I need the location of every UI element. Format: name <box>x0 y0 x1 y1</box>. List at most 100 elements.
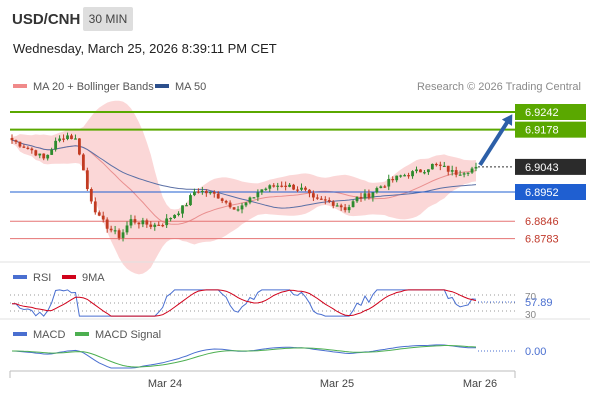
candle <box>46 154 50 161</box>
candle-body <box>347 207 351 211</box>
candle-body <box>407 175 410 177</box>
candle <box>228 200 232 209</box>
time-axis: Mar 24 Mar 25 Mar 26 <box>9 370 516 390</box>
candle <box>165 214 169 229</box>
level-box-0 <box>515 104 586 120</box>
candle <box>173 214 176 219</box>
candle <box>312 190 315 201</box>
candle-body <box>220 198 224 201</box>
candle <box>18 141 22 148</box>
candle-body <box>224 200 228 203</box>
ma50-legend-label: MA 50 <box>175 81 206 93</box>
candle-body <box>149 224 153 227</box>
candle-body <box>327 200 331 202</box>
candle-body <box>312 193 315 198</box>
credit-label: Research © 2026 Trading Central <box>417 81 581 93</box>
candle-body <box>474 166 478 169</box>
candle <box>347 204 351 213</box>
candle-body <box>66 135 69 140</box>
candle-body <box>458 174 462 176</box>
candle <box>363 189 367 201</box>
candle <box>236 206 240 212</box>
candle-body <box>379 186 383 189</box>
level-label-4: 6.8783 <box>525 234 559 246</box>
candle <box>193 188 196 197</box>
candle <box>224 199 228 205</box>
candle <box>359 192 363 202</box>
candle-body <box>78 138 81 155</box>
candle <box>331 200 335 209</box>
candle-body <box>38 153 42 156</box>
candle-body <box>105 219 109 229</box>
candle <box>161 223 165 228</box>
candle <box>200 186 204 195</box>
candle <box>93 197 97 215</box>
candle <box>308 189 311 198</box>
candle <box>411 170 414 179</box>
candle <box>58 135 61 143</box>
candle <box>109 225 113 233</box>
candle-body <box>430 163 434 170</box>
candle <box>113 225 117 235</box>
candle <box>141 217 145 228</box>
current-price-label: 6.9043 <box>525 162 559 174</box>
candle <box>196 188 200 194</box>
candle <box>407 172 410 179</box>
candle <box>260 189 264 195</box>
candle-body <box>339 205 343 208</box>
candle-body <box>240 205 244 210</box>
candle-body <box>165 218 169 226</box>
candle <box>66 132 69 141</box>
candle-body <box>375 188 379 193</box>
candle <box>177 211 180 217</box>
rsi-ma-legend-swatch <box>62 275 76 279</box>
candle <box>383 184 387 189</box>
candle-body <box>248 197 252 203</box>
ma50-legend-swatch <box>155 84 169 88</box>
candle-body <box>34 150 38 156</box>
candle-body <box>438 164 442 166</box>
candle <box>335 202 339 207</box>
candle <box>129 214 133 229</box>
candle <box>121 229 125 242</box>
candle-body <box>113 230 117 232</box>
candle <box>292 183 295 191</box>
candle <box>427 169 430 175</box>
candle-body <box>185 205 188 207</box>
candle <box>403 173 407 177</box>
candle <box>62 134 65 143</box>
rsi-line <box>11 289 477 317</box>
candle <box>157 221 161 226</box>
candle-body <box>319 198 323 200</box>
candle-body <box>169 217 173 220</box>
candle-body <box>173 214 176 218</box>
candle <box>34 149 38 157</box>
main-legend: MA 20 + Bollinger Bands MA 50 Research ©… <box>13 81 581 93</box>
candle-body <box>93 201 97 213</box>
candle <box>300 183 303 191</box>
candle-body <box>264 188 268 190</box>
x-tick-mar24: Mar 24 <box>148 378 182 390</box>
candle <box>70 133 73 140</box>
candle-body <box>292 184 295 190</box>
candle <box>462 171 466 178</box>
rsi-level-30-label: 30 <box>525 310 537 321</box>
candle <box>284 181 288 191</box>
candle <box>26 146 30 150</box>
candle <box>22 144 26 149</box>
candle <box>14 139 18 144</box>
candle <box>434 162 438 167</box>
candle-body <box>403 175 407 177</box>
candle <box>280 181 284 188</box>
macd-signal-line <box>12 345 477 368</box>
candle <box>232 207 236 210</box>
rsi-value-label: 57.89 <box>525 297 553 309</box>
timeframe-button[interactable]: 30 MIN <box>83 7 133 31</box>
candle <box>288 182 292 188</box>
candle-body <box>395 175 399 181</box>
candle <box>268 184 272 192</box>
macd-value-label: 0.00 <box>525 346 546 358</box>
candle <box>212 190 216 198</box>
candle-body <box>423 172 426 174</box>
candle-body <box>466 172 470 174</box>
